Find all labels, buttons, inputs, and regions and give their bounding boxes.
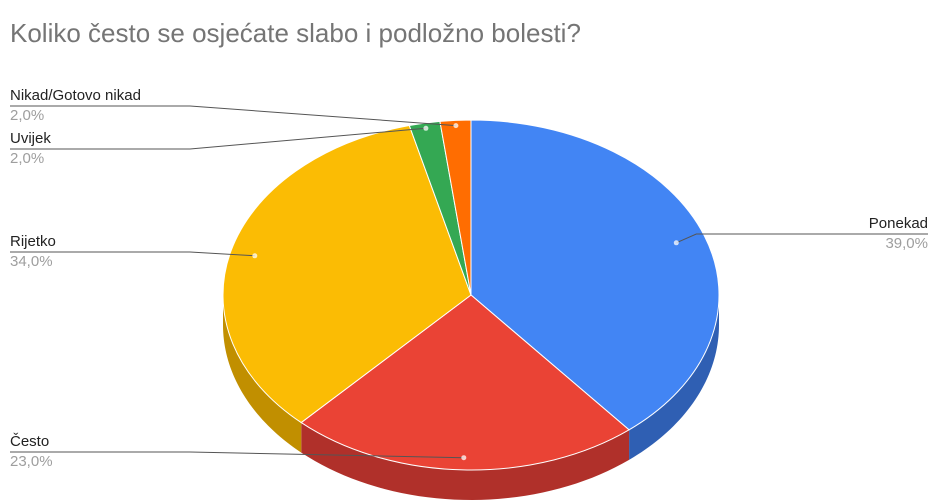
slice-value-nikad-gotovo-nikad: 2,0%: [10, 107, 44, 124]
slice-label-uvijek: Uvijek: [10, 130, 51, 147]
slice-value-cesto: 23,0%: [10, 453, 53, 470]
slice-marker-rijetko: [252, 253, 258, 259]
pie-labels: Ponekad 39,0% Često 23,0% Rijetko 34,0% Uvijek…: [10, 87, 928, 470]
pie-slice-ponekad: [470, 119, 720, 431]
slice-label-cesto: Često: [10, 433, 49, 450]
pie-slice-cesto: [300, 294, 630, 471]
slice-marker-ponekad: [673, 240, 679, 246]
slice-label-ponekad: Ponekad: [869, 215, 928, 232]
pie-sides: [223, 295, 719, 500]
slice-label-rijetko: Rijetko: [10, 233, 56, 250]
slice-marker-cesto: [461, 455, 467, 461]
slice-value-rijetko: 34,0%: [10, 253, 53, 270]
leader-line-uvijek: [10, 127, 426, 150]
pie-side-rijetko: [223, 295, 302, 453]
pie-tops: [222, 119, 720, 471]
leader-line-nikad-gotovo-nikad: [10, 105, 456, 127]
pie-side-ponekad: [629, 295, 719, 460]
pie-side-cesto: [301, 422, 630, 500]
slice-label-nikad-gotovo-nikad: Nikad/Gotovo nikad: [10, 87, 141, 104]
pie-slice-nikad-gotovo-nikad: [439, 119, 472, 296]
leader-line-ponekad: [676, 233, 928, 244]
leader-line-cesto: [10, 451, 464, 459]
pie-slice-rijetko: [222, 124, 472, 424]
slice-marker-nikad-gotovo-nikad: [453, 123, 459, 129]
slice-value-ponekad: 39,0%: [885, 235, 928, 252]
chart-title: Koliko često se osjećate slabo i podložn…: [10, 18, 581, 48]
slice-marker-uvijek: [423, 125, 429, 131]
slice-value-uvijek: 2,0%: [10, 150, 44, 167]
leader-line-rijetko: [10, 251, 255, 257]
